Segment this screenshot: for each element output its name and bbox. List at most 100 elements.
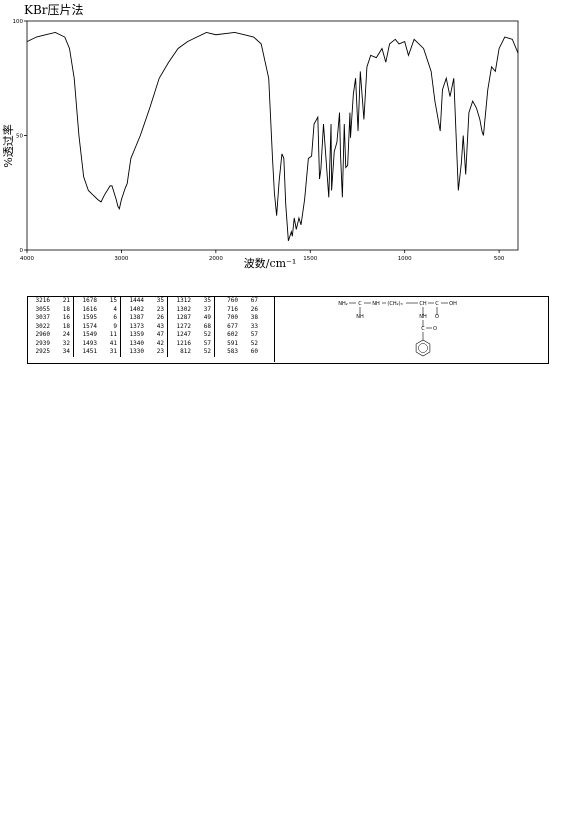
structure: NH₂ C NH (CH₂)₃ CH C OH NH NH C OO [274,296,457,362]
x-tick-label: 500 [494,256,505,262]
transmittance-cell: 11 [109,331,117,338]
transmittance-cell: 16 [62,314,70,321]
transmittance-cell: 23 [156,305,164,313]
table-row: 3022 18 1574 9 1373 43 1272 68 677 33 [27,322,261,331]
table-row: 3216 21 1678 15 1444 35 1312 35 760 67 [27,297,261,306]
y-tick-label: 50 [16,134,23,140]
wavenumber-cell: 1402 [120,305,147,314]
peak-table-frame [27,296,549,364]
transmittance-cell: 67 [250,297,258,304]
wavenumber-cell: 716 [214,305,241,314]
transmittance-cell: 68 [203,322,211,330]
transmittance-cell: 49 [203,314,211,321]
transmittance-cell: 52 [203,348,211,355]
wavenumber-cell: 1340 [120,339,147,348]
structure-label: C [358,301,362,307]
transmittance-cell: 43 [156,322,164,330]
wavenumber-cell: 1373 [120,322,147,331]
transmittance-cell: 6 [113,314,117,321]
transmittance-cell: 34 [62,348,70,355]
transmittance-cell: 9 [113,322,117,330]
transmittance-cell: 60 [250,348,258,355]
structure-label: OH [449,301,457,307]
transmittance-cell: 18 [62,322,70,330]
spectrum-line [26,31,519,241]
wavenumber-cell: 3022 [35,322,50,330]
transmittance-cell: 33 [250,322,258,330]
structure-label: NH [372,301,380,307]
transmittance-cell: 4 [113,305,117,313]
x-tick-label: 1000 [398,256,412,262]
transmittance-cell: 31 [109,348,117,355]
benzene-inner [418,343,428,353]
x-tick-label: 2000 [209,256,223,262]
structure-label: NH [419,314,427,320]
transmittance-cell: 52 [250,339,258,347]
transmittance-cell: 38 [250,314,258,321]
structure-label: C [435,301,439,307]
y-tick-label: 100 [13,19,24,25]
wavenumber-cell: 602 [214,331,241,340]
x-axis-label: 波数/cm⁻¹ [244,257,297,270]
wavenumber-cell: 2939 [35,339,50,347]
wavenumber-cell: 591 [214,339,241,348]
peak-table: 3216 21 1678 15 1444 35 1312 35 760 67 3055 18 1616 4… [27,297,261,357]
wavenumber-cell: 3037 [35,314,50,321]
transmittance-cell: 52 [203,331,211,338]
wavenumber-cell: 1444 [120,297,147,306]
wavenumber-cell: 2960 [35,331,50,338]
wavenumber-cell: 1387 [120,314,147,323]
wavenumber-cell: 1678 [73,297,100,306]
wavenumber-cell: 2925 [35,348,50,355]
wavenumber-cell: 1549 [73,331,100,340]
chart: KBr压片法 波数/cm⁻¹ %透过率 4000 3000 2000 1500 1000… [1,3,519,270]
wavenumber-cell: 1302 [167,305,194,314]
wavenumber-cell: 677 [214,322,241,331]
transmittance-cell: 57 [250,331,258,338]
wavenumber-cell: 3216 [35,297,50,304]
transmittance-cell: 41 [109,339,117,347]
transmittance-cell: 24 [62,331,70,338]
transmittance-cell: 18 [62,305,70,313]
x-tick-label: 3000 [114,256,128,262]
transmittance-cell: 37 [203,305,211,313]
wavenumber-cell: 3055 [35,305,50,313]
table-row: 2925 34 1451 31 1330 23 812 52 583 60 [27,348,261,357]
transmittance-cell: 26 [250,305,258,313]
wavenumber-cell: 1359 [120,331,147,340]
wavenumber-cell: 1595 [73,314,100,323]
wavenumber-cell: 700 [214,314,241,323]
structure-label: C [421,326,425,332]
transmittance-cell: 32 [62,339,70,347]
structure-label: O [435,314,439,320]
transmittance-cell: 57 [203,339,211,347]
transmittance-cell: 21 [62,297,70,304]
x-tick-label: 1500 [303,256,317,262]
transmittance-cell: 35 [156,297,164,304]
transmittance-cell: 23 [156,348,164,355]
wavenumber-cell: 1247 [167,331,194,340]
plot-frame [26,20,519,251]
wavenumber-cell: 1616 [73,305,100,314]
wavenumber-cell: 1493 [73,339,100,348]
wavenumber-cell: 1312 [167,297,194,306]
transmittance-cell: 47 [156,331,164,338]
table-row: 3037 16 1595 6 1387 26 1287 49 700 38 [27,314,261,323]
wavenumber-cell: 1272 [167,322,194,331]
wavenumber-cell: 1574 [73,322,100,331]
y-tick-label: 0 [20,248,24,254]
structure-label: CH [419,301,426,307]
wavenumber-cell: 760 [214,297,241,306]
transmittance-cell: 35 [203,297,211,304]
x-tick-label: 4000 [20,256,34,262]
wavenumber-cell: 812 [167,348,194,357]
structure-label: O [433,326,437,332]
y-axis-label: %透过率 [1,124,15,167]
wavenumber-cell: 583 [214,348,241,357]
structure-label: (CH₂)₃ [387,301,402,307]
structure-label: NH [356,314,364,320]
table-row: 3055 18 1616 4 1402 23 1302 37 716 26 [27,305,261,314]
wavenumber-cell: 1330 [120,348,147,357]
wavenumber-cell: 1216 [167,339,194,348]
